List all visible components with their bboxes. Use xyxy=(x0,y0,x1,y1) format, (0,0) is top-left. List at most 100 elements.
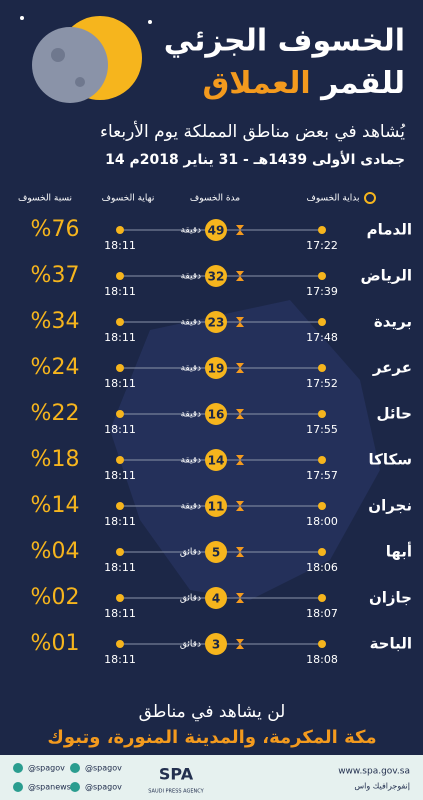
duration-unit: دقيقة xyxy=(181,456,201,466)
end-dot xyxy=(116,364,124,372)
duration-unit: دقيقة xyxy=(181,226,201,236)
moon-shadow xyxy=(32,27,108,103)
start-time: 18:06 xyxy=(306,561,338,574)
start-time: 17:55 xyxy=(306,423,338,436)
duration: 11 xyxy=(208,500,225,514)
duration: 32 xyxy=(208,270,225,284)
hourglass-icon xyxy=(236,593,244,603)
title-line2: للقمر العملاق xyxy=(202,66,405,101)
logo: SPA xyxy=(159,765,194,784)
duration: 16 xyxy=(208,408,225,422)
social-icon xyxy=(13,782,23,792)
start-time: 17:22 xyxy=(306,239,338,252)
end-time: 18:11 xyxy=(104,607,136,620)
start-dot xyxy=(318,364,326,372)
city: نجران xyxy=(368,497,412,515)
end-time: 18:11 xyxy=(104,423,136,436)
social-icon xyxy=(70,782,80,792)
city: الرياض xyxy=(360,267,412,285)
column-header: مدة الخسوف xyxy=(190,194,240,204)
start-time: 17:39 xyxy=(306,285,338,298)
city: أبها xyxy=(386,542,412,561)
start-time: 18:07 xyxy=(306,607,338,620)
city: بريدة xyxy=(374,313,412,331)
city: الدمام xyxy=(367,221,412,239)
start-dot xyxy=(318,594,326,602)
end-dot xyxy=(116,502,124,510)
percentage: %24 xyxy=(31,355,80,380)
percentage: %04 xyxy=(31,539,80,564)
date: 14 جمادى الأولى 1439هـ - 31 يناير 2018م xyxy=(105,151,405,168)
duration-unit: دقيقة xyxy=(181,502,201,512)
percentage: %18 xyxy=(31,447,80,472)
hourglass-icon xyxy=(236,317,244,327)
end-time: 18:11 xyxy=(104,377,136,390)
duration: 3 xyxy=(212,638,220,652)
start-dot xyxy=(318,226,326,234)
duration-unit: دقيقة xyxy=(181,410,201,420)
map-silhouette xyxy=(110,300,380,600)
end-dot xyxy=(116,456,124,464)
duration-badge xyxy=(205,219,227,241)
duration-unit: دقيقة xyxy=(181,364,201,374)
percentage: %34 xyxy=(31,309,80,334)
social-handle: @spagov xyxy=(85,764,122,773)
end-dot xyxy=(116,272,124,280)
end-time: 18:11 xyxy=(104,239,136,252)
duration: 4 xyxy=(212,592,220,606)
start-dot xyxy=(318,272,326,280)
star xyxy=(148,20,152,24)
duration-unit: دقائق xyxy=(180,548,201,558)
percentage: %02 xyxy=(31,585,80,610)
percentage: %22 xyxy=(31,401,80,426)
end-dot xyxy=(116,594,124,602)
end-time: 18:11 xyxy=(104,561,136,574)
footer-line1: لن يشاهد في مناطق xyxy=(139,702,286,722)
end-time: 18:11 xyxy=(104,331,136,344)
agency: SAUDI PRESS AGENCY xyxy=(148,789,204,795)
city: عرعر xyxy=(372,359,412,377)
start-dot xyxy=(318,456,326,464)
social-handle: @spagov xyxy=(28,764,65,773)
hourglass-icon xyxy=(236,363,244,373)
crater xyxy=(51,48,65,62)
duration-unit: دقائق xyxy=(180,640,201,650)
duration-badge xyxy=(205,403,227,425)
city: جازان xyxy=(369,589,412,607)
crater xyxy=(75,77,85,87)
duration-badge xyxy=(205,265,227,287)
duration-badge xyxy=(205,311,227,333)
percentage: %14 xyxy=(31,493,80,518)
duration-badge xyxy=(205,449,227,471)
duration: 14 xyxy=(208,454,225,468)
social-handle: @spagov xyxy=(85,783,122,792)
duration-badge xyxy=(205,633,227,655)
hourglass-icon xyxy=(236,547,244,557)
duration-badge xyxy=(205,495,227,517)
city: الباحة xyxy=(370,635,412,653)
pin-icon xyxy=(364,192,376,204)
hourglass-icon xyxy=(236,455,244,465)
url: www.spa.gov.sa xyxy=(338,767,410,777)
social-icon xyxy=(13,763,23,773)
start-time: 17:57 xyxy=(306,469,338,482)
end-time: 18:11 xyxy=(104,285,136,298)
city: سكاكا xyxy=(369,451,412,469)
start-dot xyxy=(318,410,326,418)
end-dot xyxy=(116,410,124,418)
start-dot xyxy=(318,318,326,326)
start-time: 17:48 xyxy=(306,331,338,344)
percentage: %01 xyxy=(31,631,80,656)
column-header: بداية الخسوف xyxy=(307,194,360,204)
end-time: 18:11 xyxy=(104,653,136,666)
social-handle: @spanews xyxy=(28,783,71,792)
duration: 49 xyxy=(208,224,225,238)
start-dot xyxy=(318,502,326,510)
subtitle: يُشاهد في بعض مناطق المملكة يوم الأربعاء xyxy=(100,121,406,142)
percentage: %37 xyxy=(31,263,80,288)
city: حائل xyxy=(377,405,412,423)
start-time: 18:08 xyxy=(306,653,338,666)
duration: 23 xyxy=(208,316,225,330)
bottom-bar xyxy=(0,755,423,800)
